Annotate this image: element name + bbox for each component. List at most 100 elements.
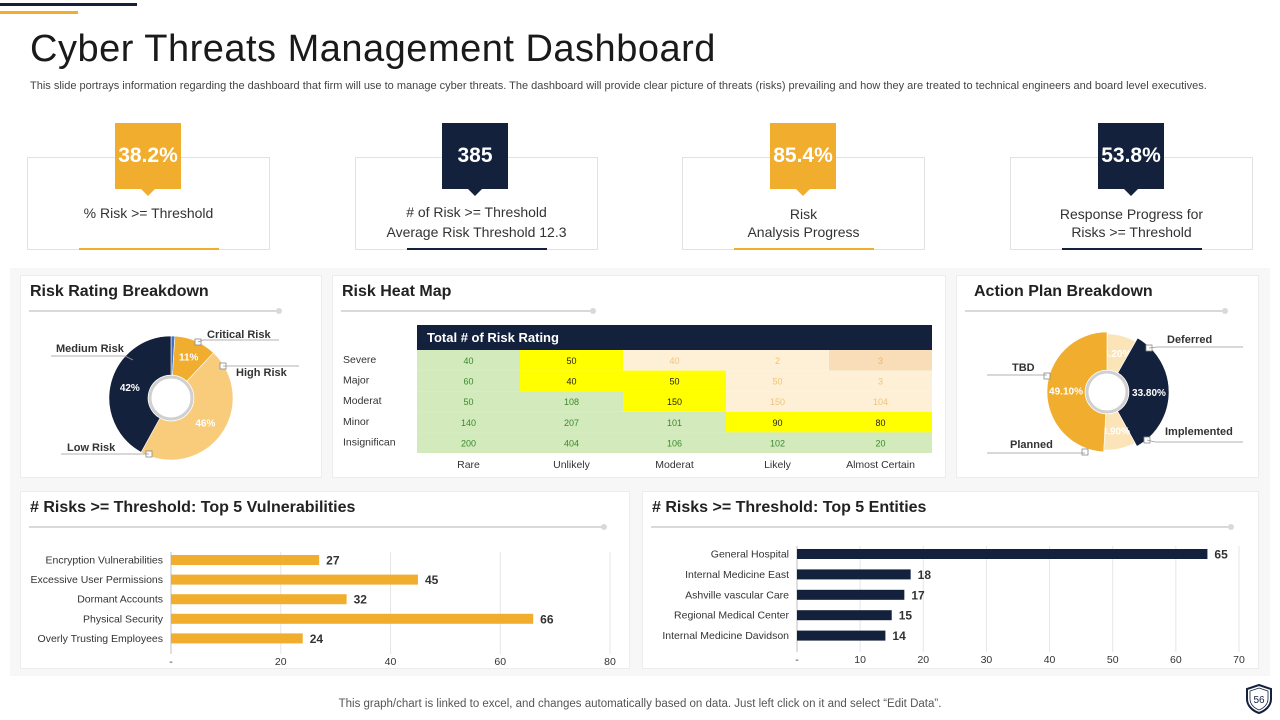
bar-data-label: 65 xyxy=(1214,548,1228,562)
slice-data-label: 8.90% xyxy=(1102,427,1130,438)
heatmap-cell xyxy=(623,411,726,433)
heatmap-row-label: Severe xyxy=(343,354,376,366)
panel-heat-map: Risk Heat Map Total # of Risk Rating Seve… xyxy=(332,275,946,478)
bar-data-label: 17 xyxy=(911,588,925,602)
x-tick-label: 10 xyxy=(854,654,866,666)
heatmap-cell-value: 101 xyxy=(667,418,682,428)
bar-category-label: Encryption Vulnerabilities xyxy=(45,555,163,567)
badge-pointer xyxy=(1124,189,1138,196)
heatmap-cell xyxy=(726,432,829,453)
bar xyxy=(797,630,886,641)
donut-hole-ring xyxy=(1085,370,1129,414)
heatmap-cell-value: 50 xyxy=(772,377,782,387)
panel-divider xyxy=(651,524,1234,530)
bar-data-label: 15 xyxy=(899,609,913,623)
action-plan-pie-chart: 8.20% 33.80% 8.90% 49.10% Deferred Implemente… xyxy=(987,331,1243,456)
bar-data-label: 66 xyxy=(540,612,554,626)
slice-data-label: 49.10% xyxy=(1049,386,1083,397)
heatmap-cell xyxy=(520,370,623,392)
leader-marker xyxy=(1043,372,1051,380)
heatmap-cell-value: 40 xyxy=(566,377,576,387)
kpi-underline xyxy=(406,248,547,250)
slice-data-label: 33.80% xyxy=(1132,388,1166,399)
slice-data-label: 42% xyxy=(120,383,140,394)
kpi-label-secondary: Average Risk Threshold 12.3 xyxy=(386,224,567,240)
heatmap-header-label: Total # of Risk Rating xyxy=(427,330,559,345)
panel-divider xyxy=(29,524,607,530)
heatmap-row-label: Insignifican xyxy=(343,436,396,448)
heatmap-cell xyxy=(623,432,726,453)
legend-low-risk: Low Risk xyxy=(67,442,116,454)
legend-high-risk: High Risk xyxy=(236,367,288,379)
bar-category-label: General Hospital xyxy=(711,549,789,561)
heatmap-cell xyxy=(726,411,829,433)
heatmap-cell-value: 140 xyxy=(461,418,476,428)
heatmap-cell xyxy=(623,370,726,392)
heatmap-cell xyxy=(520,350,623,371)
panel-title: Action Plan Breakdown xyxy=(974,283,1153,300)
heatmap-cell-value: 102 xyxy=(770,438,785,448)
kpi-underline xyxy=(733,248,874,250)
panel-vulnerabilities: # Risks >= Threshold: Top 5 Vulnerabilit… xyxy=(20,491,630,669)
leader-critical-risk xyxy=(197,339,279,343)
heatmap-cell xyxy=(417,432,520,453)
heatmap-cell-value: 3 xyxy=(878,356,883,366)
bar-data-label: 27 xyxy=(326,554,340,568)
donut-hole xyxy=(148,375,194,421)
heatmap-cell-value: 40 xyxy=(463,356,473,366)
x-tick-label: 40 xyxy=(1044,654,1056,666)
heatmap-cell xyxy=(829,391,932,412)
top-accent-bar-navy xyxy=(0,3,137,6)
bar-category-label: Ashville vascular Care xyxy=(685,589,789,601)
x-tick-label: 20 xyxy=(275,656,287,668)
kpi-label-secondary: Analysis Progress xyxy=(747,224,860,240)
heatmap-cell-value: 3 xyxy=(878,377,883,387)
leader-marker xyxy=(1081,448,1089,456)
panel-entities: # Risks >= Threshold: Top 5 Entities - 10… xyxy=(642,491,1259,669)
bar xyxy=(797,569,911,580)
bar-category-label: Excessive User Permissions xyxy=(31,574,163,586)
heatmap-cell-value: 90 xyxy=(772,418,782,428)
page-number: 56 xyxy=(1253,695,1265,706)
heatmap-cell-value: 50 xyxy=(669,377,679,387)
vulnerabilities-bar-chart: - 20 40 60 80 Encryption Vulnerabilities 27 Exc… xyxy=(31,552,616,668)
kpi-value: 385 xyxy=(457,144,493,167)
bar xyxy=(797,610,892,621)
panel-title: Risk Rating Breakdown xyxy=(30,283,209,300)
panel-divider xyxy=(29,308,282,314)
heatmap-column-label: Unlikely xyxy=(553,459,591,471)
heatmap-column-label: Likely xyxy=(764,459,792,471)
panel-action-plan: Action Plan Breakdown 8.20% 33.80% 8.90% 49… xyxy=(956,275,1259,478)
heatmap-cell xyxy=(829,370,932,392)
panel-title: # Risks >= Threshold: Top 5 Vulnerabilit… xyxy=(30,499,356,516)
bar-data-label: 18 xyxy=(918,568,932,582)
heatmap-cell xyxy=(829,350,932,371)
bar-data-label: 32 xyxy=(354,593,368,607)
leader-implemented xyxy=(1146,439,1243,443)
slice-data-label: 11% xyxy=(179,353,199,364)
bar xyxy=(171,555,320,565)
x-tick-label: 60 xyxy=(1170,654,1182,666)
heatmap-cell xyxy=(417,370,520,392)
kpi-label-secondary: Risks >= Threshold xyxy=(1071,224,1192,240)
kpi-value: 53.8% xyxy=(1101,144,1161,167)
heatmap-cell xyxy=(417,411,520,433)
shield-icon: 56 xyxy=(1246,683,1272,715)
heatmap-cell-value: 106 xyxy=(667,438,682,448)
heatmap-column-label: Almost Certain xyxy=(846,459,915,471)
risk-heat-map: Total # of Risk Rating Severe 40 50 40 2 3 Majo… xyxy=(343,325,932,471)
x-tick-label: - xyxy=(169,656,173,668)
heatmap-cell-value: 80 xyxy=(875,418,885,428)
heatmap-header xyxy=(417,325,932,350)
legend-tbd: TBD xyxy=(1012,362,1035,374)
heatmap-cell xyxy=(623,350,726,371)
legend-deferred: Deferred xyxy=(1167,334,1212,346)
kpi-underline xyxy=(78,248,219,250)
heatmap-cell-value: 207 xyxy=(564,418,579,428)
heatmap-column-label: Moderat xyxy=(655,459,694,471)
kpi-label: Risk xyxy=(789,206,818,222)
kpi-value: 85.4% xyxy=(773,144,833,167)
heatmap-cell-value: 108 xyxy=(564,397,579,407)
heatmap-cell-value: 50 xyxy=(463,397,473,407)
x-tick-label: 50 xyxy=(1107,654,1119,666)
